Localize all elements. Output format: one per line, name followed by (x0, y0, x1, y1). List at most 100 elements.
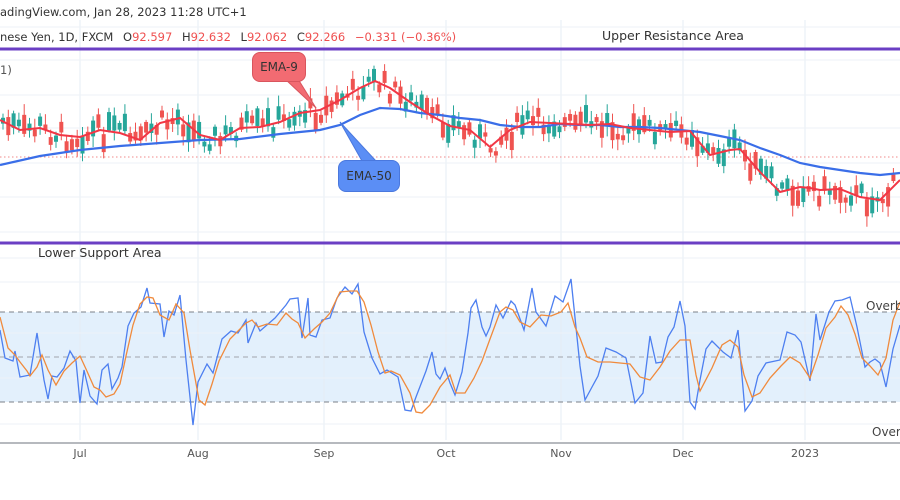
candle-up (292, 111, 297, 126)
candle-up (446, 123, 451, 143)
candle-up (451, 115, 456, 131)
candle-down (260, 118, 265, 127)
candle-down (250, 115, 255, 124)
high-label: H (181, 30, 191, 44)
candle-down (515, 112, 520, 123)
candle-down (610, 122, 615, 141)
candle-up (552, 121, 557, 137)
open-label: O (123, 30, 133, 44)
candle-up (255, 108, 260, 126)
candle-up (213, 126, 217, 136)
candle-down (864, 199, 869, 217)
candle-up (721, 149, 726, 167)
candle-up (626, 127, 631, 134)
candle-up (122, 113, 127, 132)
candle-down (181, 124, 186, 137)
candle-up (827, 189, 832, 195)
candle-down (462, 125, 467, 140)
candle-up (414, 101, 419, 108)
candle-down (833, 185, 838, 200)
source-timestamp-line: adingView.com, Jan 28, 2023 11:28 UTC+1 (0, 5, 247, 19)
candle-down (85, 131, 90, 141)
candle-up (705, 143, 710, 153)
candle-up (112, 115, 117, 131)
candle-up (366, 76, 371, 82)
candle-down (531, 116, 535, 126)
candle-up (774, 188, 779, 196)
stoch-rsi-k-line (0, 278, 900, 426)
candle-down (356, 95, 361, 100)
candle-up (303, 110, 308, 123)
candle-down (748, 163, 753, 181)
candle-up (700, 145, 705, 153)
ema9-callout-pointer (283, 78, 317, 109)
ema50-callout[interactable]: EMA-50 (338, 160, 400, 192)
x-axis-label: Oct (436, 447, 456, 460)
candle-up (16, 119, 21, 127)
candle-down (22, 114, 27, 134)
candle-up (737, 142, 742, 151)
ema9-line (0, 79, 900, 202)
change-value: −0.331 (−0.36%) (354, 30, 457, 44)
low-value: 92.062 (246, 30, 288, 44)
candle-down (711, 147, 716, 154)
candle-up (54, 135, 58, 142)
candle-down (578, 111, 583, 126)
candle-down (440, 122, 445, 138)
candle-down (144, 121, 149, 133)
candle-down (48, 137, 53, 145)
ema9-callout[interactable]: EMA-9 (252, 52, 306, 82)
candle-down (621, 135, 626, 141)
candle-down (695, 137, 700, 157)
symbol-ohlc-legend[interactable]: nese Yen, 1D, FXCM O92.597 H92.632 L92.0… (0, 30, 456, 44)
candle-up (546, 124, 551, 134)
candle-up (456, 121, 461, 128)
candle-up (716, 147, 721, 164)
close-label: C (296, 30, 305, 44)
candle-down (684, 137, 689, 145)
candle-down (324, 95, 329, 116)
candle-down (165, 119, 170, 130)
lower-support-label: Lower Support Area (38, 245, 162, 260)
candle-down (880, 199, 885, 204)
indicator-legend-stub[interactable]: 1) (0, 63, 12, 77)
candle-up (727, 138, 732, 147)
candle-down (96, 114, 101, 128)
candle-up (663, 124, 668, 129)
close-value: 92.266 (304, 30, 346, 44)
candle-up (769, 166, 774, 179)
candle-up (149, 123, 154, 134)
candle-down (387, 93, 392, 104)
candle-up (202, 141, 207, 147)
x-axis-label: 2023 (791, 447, 819, 460)
candle-up (472, 139, 477, 148)
candle-down (838, 187, 843, 203)
candle-up (91, 120, 96, 137)
candle-down (886, 187, 891, 207)
candle-up (223, 125, 228, 135)
candle-up (652, 131, 657, 145)
x-axis-label: Aug (187, 447, 209, 460)
candle-down (350, 78, 355, 90)
candle-down (59, 121, 64, 133)
candle-down (435, 104, 440, 116)
open-value: 92.597 (132, 30, 173, 44)
candle-down (75, 138, 80, 148)
candle-down (425, 97, 429, 114)
candle-down (668, 122, 673, 138)
candle-down (541, 124, 546, 135)
candle-down (32, 129, 37, 137)
candle-down (281, 114, 286, 121)
low-label: L (240, 30, 247, 44)
candle-down (160, 110, 164, 118)
candle-down (101, 134, 106, 153)
candle-down (615, 133, 620, 140)
candle-down (790, 185, 795, 206)
candle-down (753, 152, 758, 169)
candle-up (419, 94, 424, 110)
candle-down (573, 114, 578, 130)
candle-up (849, 195, 853, 206)
candle-down (6, 117, 11, 136)
